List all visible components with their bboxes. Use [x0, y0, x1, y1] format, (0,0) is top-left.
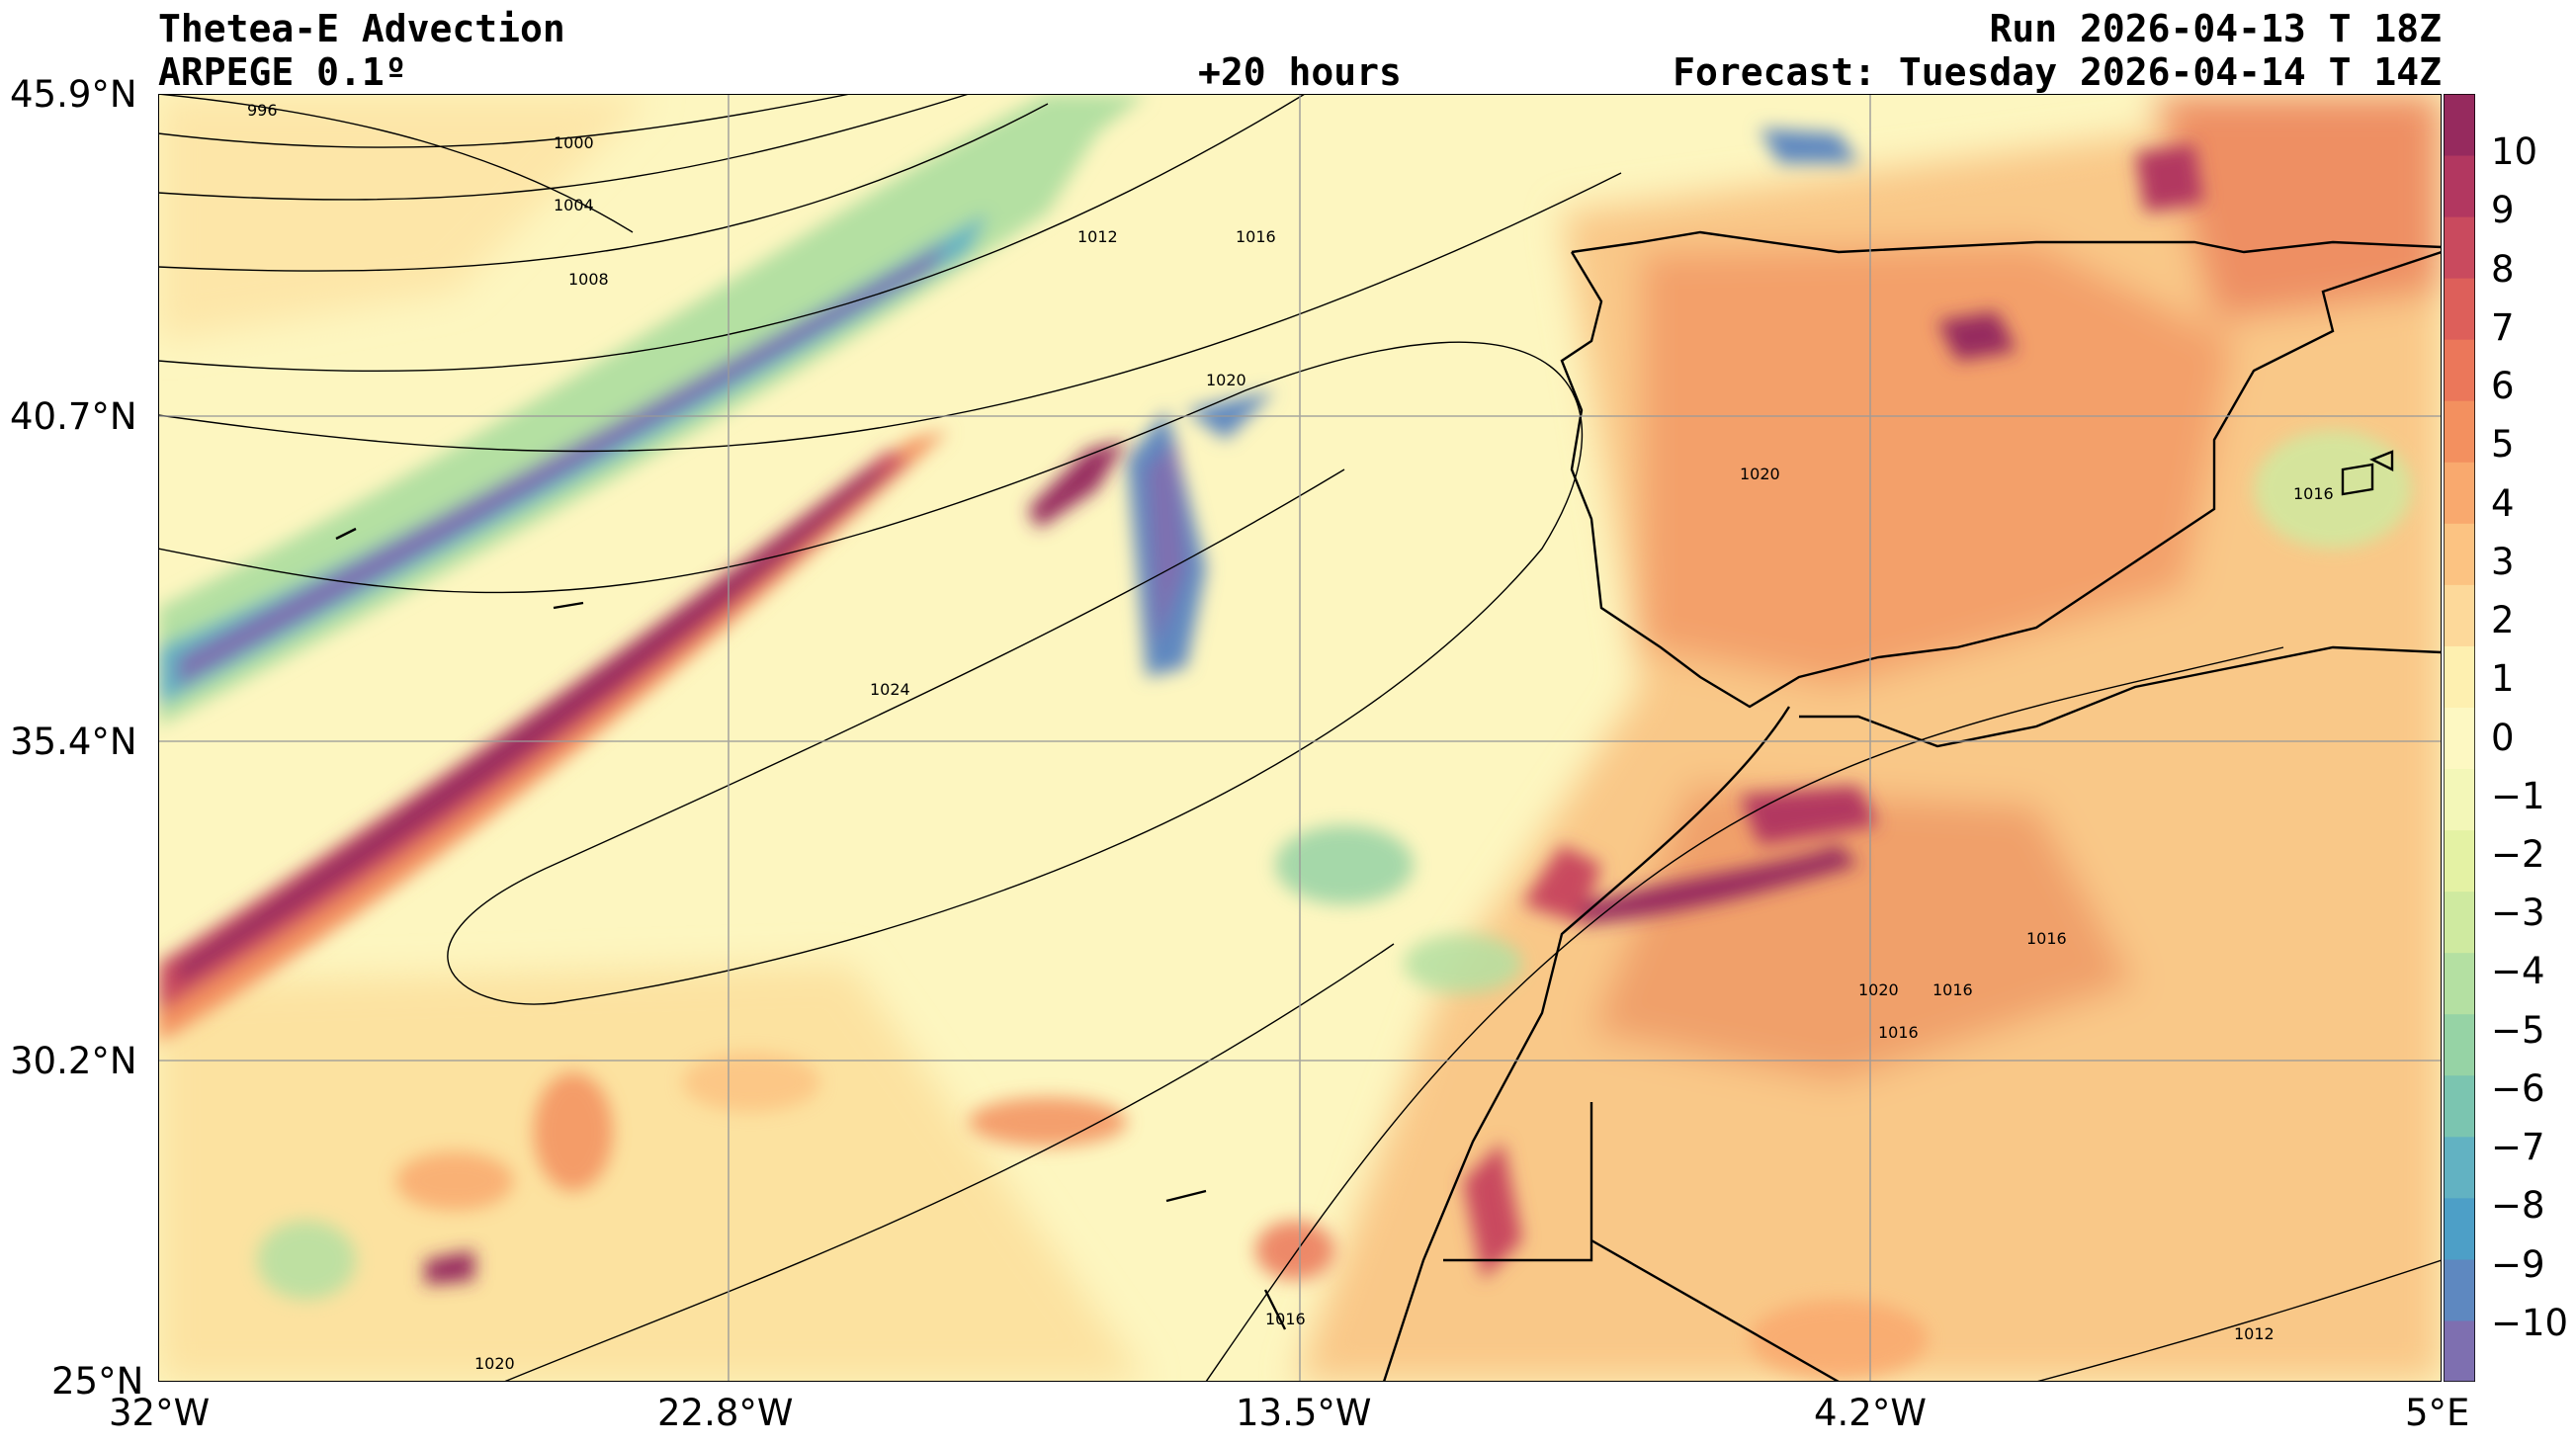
colorbar-tick-label: 5 [2491, 423, 2515, 467]
colorbar-tick-label: 7 [2491, 305, 2515, 349]
colorbar-segment [2444, 339, 2475, 401]
isobar-label-1012: 1012 [1077, 227, 1118, 246]
colorbar-segment [2444, 1197, 2475, 1260]
colorbar-tick-label: −3 [2491, 892, 2545, 935]
colorbar-tick-label: 6 [2491, 365, 2515, 408]
isobar-label-1016: 1016 [1236, 227, 1276, 246]
isobar-label-1016-east: 1016 [2026, 929, 2067, 948]
colorbar-segment [2444, 952, 2475, 1015]
colorbar [2444, 94, 2475, 1382]
lon-label-5e: 5°E [2405, 1392, 2470, 1434]
colorbar-segment [2444, 1136, 2475, 1199]
isobar-label-1016-atlas: 1016 [1932, 980, 1973, 999]
isobar-lines [158, 94, 2442, 1382]
colorbar-tick-label: −5 [2491, 1008, 2545, 1052]
isobar-label-1020-atlas: 1020 [1858, 980, 1899, 999]
lat-label-30-2: 30.2°N [10, 1040, 137, 1082]
colorbar-tick-label: 1 [2491, 657, 2515, 701]
colorbar-tick-label: 0 [2491, 716, 2515, 759]
colorbar-tick-label: −1 [2491, 774, 2545, 817]
colorbar-segment [2444, 584, 2475, 646]
model-label: ARPEGE 0.1º [158, 50, 407, 94]
colorbar-tick-label: 10 [2491, 130, 2538, 174]
colorbar-segment [2444, 216, 2475, 279]
isobar-label-1016-sahara: 1016 [1265, 1310, 1306, 1328]
colorbar-tick-label: 4 [2491, 481, 2515, 525]
isobar-label-1012-se: 1012 [2234, 1324, 2275, 1343]
colorbar-segment [2444, 891, 2475, 954]
colorbar-segment [2444, 523, 2475, 585]
colorbar-tick-label: −9 [2491, 1242, 2545, 1286]
cold-band [158, 94, 1858, 726]
isobar-label-1008: 1008 [568, 270, 609, 289]
colorbar-segment [2444, 645, 2475, 708]
lat-label-45-9: 45.9°N [10, 73, 137, 116]
lon-label-22-8w: 22.8°W [657, 1392, 794, 1434]
colorbar-segment [2444, 829, 2475, 893]
lon-label-13-5w: 13.5°W [1236, 1392, 1372, 1434]
isobar-label-1020: 1020 [1206, 371, 1246, 389]
colorbar-segment [2444, 462, 2475, 524]
isobar-label-1024: 1024 [870, 680, 910, 699]
isobar-label-996: 996 [247, 101, 278, 120]
colorbar-tick-label: −2 [2491, 832, 2545, 876]
lat-label-25: 25°N [51, 1360, 144, 1403]
colorbar-segment [2444, 94, 2475, 156]
colorbar-segment [2444, 1319, 2475, 1382]
lat-label-40-7: 40.7°N [10, 395, 137, 438]
colorbar-tick-label: 2 [2491, 599, 2515, 642]
speckle-field [257, 430, 2412, 1379]
colorbar-tick-label: 9 [2491, 189, 2515, 232]
isobar-label-1020-iberia: 1020 [1740, 465, 1780, 483]
map-title: Thetea-E Advection [158, 7, 565, 50]
colorbar-tick-label: −8 [2491, 1184, 2545, 1228]
lon-label-4-2w: 4.2°W [1814, 1392, 1927, 1434]
isobar-label-1016-south: 1016 [1878, 1023, 1919, 1042]
colorbar-tick-label: −4 [2491, 950, 2545, 993]
colorbar-tick-label: 3 [2491, 540, 2515, 583]
colorbar-segment [2444, 707, 2475, 770]
colorbar-segment [2444, 155, 2475, 217]
forecast-time: Forecast: Tuesday 2026-04-14 T 14Z [1673, 50, 2442, 94]
colorbar-segment [2444, 1074, 2475, 1138]
isobar-label-1004: 1004 [554, 196, 594, 214]
colorbar-segment [2444, 400, 2475, 463]
colorbar-segment [2444, 1258, 2475, 1321]
colorbar-segment [2444, 768, 2475, 831]
warm-band [158, 143, 2204, 1285]
lead-time: +20 hours [1198, 50, 1402, 94]
isobar-label-1000: 1000 [554, 133, 594, 152]
colorbar-tick-label: −10 [2491, 1301, 2569, 1344]
lat-label-35-4: 35.4°N [10, 721, 137, 763]
graticule [158, 94, 2442, 1382]
run-time: Run 2026-04-13 T 18Z [1989, 7, 2442, 50]
colorbar-tick-label: −6 [2491, 1066, 2545, 1110]
map-field: 996 1000 1004 1008 1012 1016 1020 1024 1… [158, 94, 2442, 1382]
colorbar-tick-label: −7 [2491, 1126, 2545, 1169]
colorbar-segment [2444, 1013, 2475, 1076]
lon-label-32w: 32°W [109, 1392, 211, 1434]
colorbar-segment [2444, 278, 2475, 340]
isobar-label-1016-balearic: 1016 [2293, 484, 2334, 503]
colorbar-tick-label: 8 [2491, 247, 2515, 291]
isobar-label-1020-sw: 1020 [474, 1354, 515, 1373]
isobar-labels: 996 1000 1004 1008 1012 1016 1020 1024 1… [247, 101, 2334, 1373]
